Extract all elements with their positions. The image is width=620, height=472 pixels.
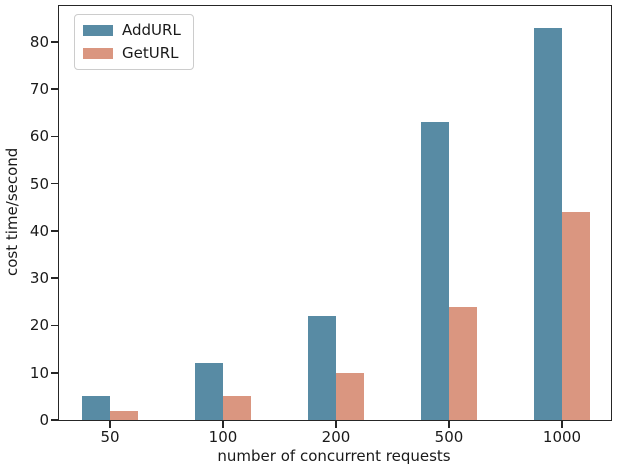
y-tick-mark xyxy=(51,182,58,185)
y-tick-mark xyxy=(51,41,58,43)
x-tick-label: 500 xyxy=(434,428,464,446)
y-tick-label: 20 xyxy=(29,316,49,335)
x-tick-mark xyxy=(109,421,111,428)
legend-swatch-addurl xyxy=(83,25,113,36)
y-tick-label: 0 xyxy=(39,411,49,429)
x-axis-label: number of concurrent requests xyxy=(217,447,451,465)
y-tick-label: 70 xyxy=(29,80,49,99)
x-tick-label: 50 xyxy=(100,428,120,446)
legend-label-geturl: GetURL xyxy=(122,44,179,62)
bar-geturl-50 xyxy=(110,410,138,420)
bar-addurl-100 xyxy=(195,363,223,420)
y-tick-label: 30 xyxy=(29,269,49,288)
y-tick-mark xyxy=(51,324,58,327)
bar-geturl-100 xyxy=(223,396,251,420)
bar-addurl-500 xyxy=(421,122,449,420)
bar-addurl-200 xyxy=(308,316,336,420)
x-tick-label: 100 xyxy=(208,428,238,446)
y-tick-mark xyxy=(51,135,58,138)
y-tick-mark xyxy=(51,277,58,279)
legend-row-addurl: AddURL xyxy=(83,23,181,38)
y-tick-mark xyxy=(51,371,58,374)
y-tick-label: 10 xyxy=(29,363,49,382)
bar-addurl-50 xyxy=(82,396,110,420)
x-tick-label: 1000 xyxy=(542,428,582,446)
plot-area: AddURL GetURL 0 10 20 30 40 50 60 70 80 50 100 200 50… xyxy=(30,5,612,446)
x-tick-mark xyxy=(448,421,450,428)
legend-label-addurl: AddURL xyxy=(122,21,181,39)
y-tick-mark xyxy=(51,88,58,90)
y-tick-label: 60 xyxy=(29,127,49,146)
legend: AddURL GetURL xyxy=(74,14,194,70)
x-tick-mark xyxy=(561,421,563,428)
y-tick-label: 50 xyxy=(29,174,49,193)
y-tick-mark xyxy=(51,230,58,232)
bar-geturl-500 xyxy=(449,306,477,420)
y-tick-mark xyxy=(51,419,58,421)
legend-row-geturl: GetURL xyxy=(83,46,181,61)
y-tick-label: 40 xyxy=(29,221,49,240)
bar-geturl-1000 xyxy=(562,212,590,420)
x-tick-mark xyxy=(335,421,337,428)
x-tick-mark xyxy=(222,421,224,428)
bar-geturl-200 xyxy=(336,372,364,420)
x-tick-label: 200 xyxy=(321,428,351,446)
bar-addurl-1000 xyxy=(534,27,562,420)
y-tick-label: 80 xyxy=(29,32,49,51)
legend-swatch-geturl xyxy=(83,48,113,59)
y-axis-label: cost time/second xyxy=(3,147,21,277)
